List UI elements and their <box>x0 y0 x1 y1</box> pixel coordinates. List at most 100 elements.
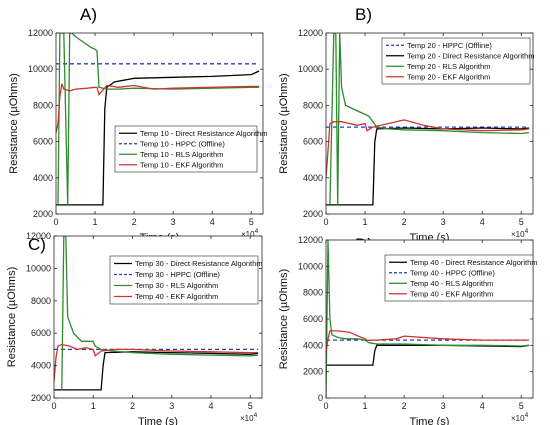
legend-entry: Temp 30 - Direct Resistance Algorithm <box>135 259 263 268</box>
legend-entry: Temp 40 - EKF Algorithm <box>410 289 493 298</box>
chart-panel-3: C) 0 1 2 3 4 5 2000 4000 6000 8000 10000 12000 ×104 Ti… <box>6 231 263 425</box>
y-tick-label: 8000 <box>33 100 53 110</box>
legend-entry: Temp 40 - RLS Algorithm <box>410 279 493 288</box>
x-tick-label: 4 <box>210 217 215 227</box>
y-tick-label: 0 <box>318 393 323 403</box>
y-tick-label: 10000 <box>26 263 51 273</box>
y-tick-label: 12000 <box>298 235 323 245</box>
y-tick-label: 8000 <box>31 296 51 306</box>
series-line-4 <box>326 119 530 178</box>
x-tick-label: 0 <box>53 217 58 227</box>
y-tick-label: 12000 <box>298 28 323 38</box>
x-tick-label: 2 <box>130 401 135 411</box>
series-group <box>56 33 260 206</box>
y-tick-label: 6000 <box>33 137 53 147</box>
series-line-4 <box>56 83 260 133</box>
series-line-3 <box>329 33 530 205</box>
series-line-1 <box>54 351 259 391</box>
x-exponent-label: ×104 <box>240 412 258 423</box>
plot-area <box>56 33 263 214</box>
panel-label: B) <box>355 5 372 24</box>
x-tick-label: 1 <box>91 401 96 411</box>
x-tick-label: 2 <box>132 217 137 227</box>
series-line-2 <box>326 127 530 206</box>
y-tick-label: 2000 <box>33 209 53 219</box>
chart-panel-2: B)0 1 2 3 4 520004000600080001000012000×104Ti… <box>278 5 535 244</box>
legend-box <box>384 254 534 302</box>
legend: Temp 40 - Direct Resistance AlgorithmTem… <box>384 254 538 302</box>
legend-entry: Temp 40 - EKF Algorithm <box>135 292 218 301</box>
series-line-3 <box>326 240 530 398</box>
x-exponent-label: ×104 <box>511 228 529 239</box>
y-axis-label: Resistance (µOhms) <box>8 73 20 173</box>
legend-box <box>381 37 531 85</box>
y-axis-label: Resistance (µOhms) <box>278 269 290 369</box>
legend-entry: Temp 30 - RLS Algorithm <box>135 281 218 290</box>
x-tick-label: 1 <box>363 401 368 411</box>
x-tick-label: 3 <box>169 401 174 411</box>
series-group <box>326 33 530 206</box>
series-line-1 <box>56 70 260 206</box>
y-tick-label: 6000 <box>31 328 51 338</box>
y-tick-label: 8000 <box>303 288 323 298</box>
y-tick-label: 4000 <box>31 361 51 371</box>
panel-label: C) <box>28 235 46 254</box>
x-tick-label: 3 <box>171 217 176 227</box>
y-tick-label: 6000 <box>303 314 323 324</box>
legend-entry: Temp 10 - EKF Algorithm <box>140 160 223 169</box>
x-tick-label: 4 <box>480 401 485 411</box>
legend-entry: Temp 10 - RLS Algorithm <box>140 150 223 159</box>
legend-box <box>109 255 259 305</box>
x-tick-label: 2 <box>402 401 407 411</box>
legend-entry: Temp 20 - EKF Algorithm <box>407 72 490 81</box>
x-tick-label: 5 <box>249 217 254 227</box>
panel-label: A) <box>80 5 97 24</box>
series-group <box>326 240 530 398</box>
axes-box <box>53 235 263 399</box>
y-tick-label: 2000 <box>303 209 323 219</box>
y-tick-label: 2000 <box>303 367 323 377</box>
axes-box <box>55 32 264 215</box>
x-tick-label: 0 <box>323 217 328 227</box>
y-tick-label: 2000 <box>31 393 51 403</box>
chart-panel-4: D)012345020004000600080001000012000×104T… <box>278 235 538 425</box>
y-axis-label: Resistance (µOhms) <box>6 267 18 367</box>
legend-entry: Temp 20 - RLS Algorithm <box>407 62 490 71</box>
series-line-4 <box>326 330 530 352</box>
x-tick-label: 0 <box>51 401 56 411</box>
legend: Temp 30 - Direct Resistance Algorithm Tem… <box>109 255 263 305</box>
legend-entry: Temp 30 - HPPC (Offline) <box>135 270 220 279</box>
legend-box <box>114 125 258 173</box>
y-tick-label: 10000 <box>298 64 323 74</box>
y-tick-label: 4000 <box>303 173 323 183</box>
series-line-3 <box>61 236 259 390</box>
y-tick-label: 12000 <box>28 28 53 38</box>
x-tick-label: 1 <box>363 217 368 227</box>
legend-entry: Temp 40 - HPPC (Offline) <box>410 268 495 277</box>
y-tick-label: 10000 <box>28 64 53 74</box>
x-axis-label: Time (s) <box>138 416 178 425</box>
y-axis-label: Resistance (µOhms) <box>278 73 290 173</box>
y-tick-label: 4000 <box>33 173 53 183</box>
legend: Temp 20 - HPPC (Offline)Temp 20 - Direct… <box>381 37 535 85</box>
y-tick-label: 10000 <box>298 261 323 271</box>
legend-entry: Temp 10 - HPPC (Offline) <box>140 139 225 148</box>
x-tick-label: 2 <box>402 217 407 227</box>
x-tick-label: 0 <box>323 401 328 411</box>
x-tick-label: 4 <box>208 401 213 411</box>
x-tick-label: 4 <box>480 217 485 227</box>
series-line-3 <box>57 33 260 205</box>
legend-entry: Temp 20 - HPPC (Offline) <box>407 41 492 50</box>
y-tick-label: 4000 <box>303 340 323 350</box>
chart-panel-1: A)01234520004000600080001000012000×104Ti… <box>8 5 268 244</box>
x-tick-label: 5 <box>248 401 253 411</box>
y-tick-label: 12000 <box>26 231 51 241</box>
x-tick-label: 3 <box>441 401 446 411</box>
x-tick-label: 5 <box>519 401 524 411</box>
y-tick-label: 8000 <box>303 100 323 110</box>
legend-entry: Temp 40 - Direct Resistance Algorithm <box>410 258 538 267</box>
x-tick-label: 1 <box>93 217 98 227</box>
x-exponent-label: ×104 <box>241 228 259 239</box>
